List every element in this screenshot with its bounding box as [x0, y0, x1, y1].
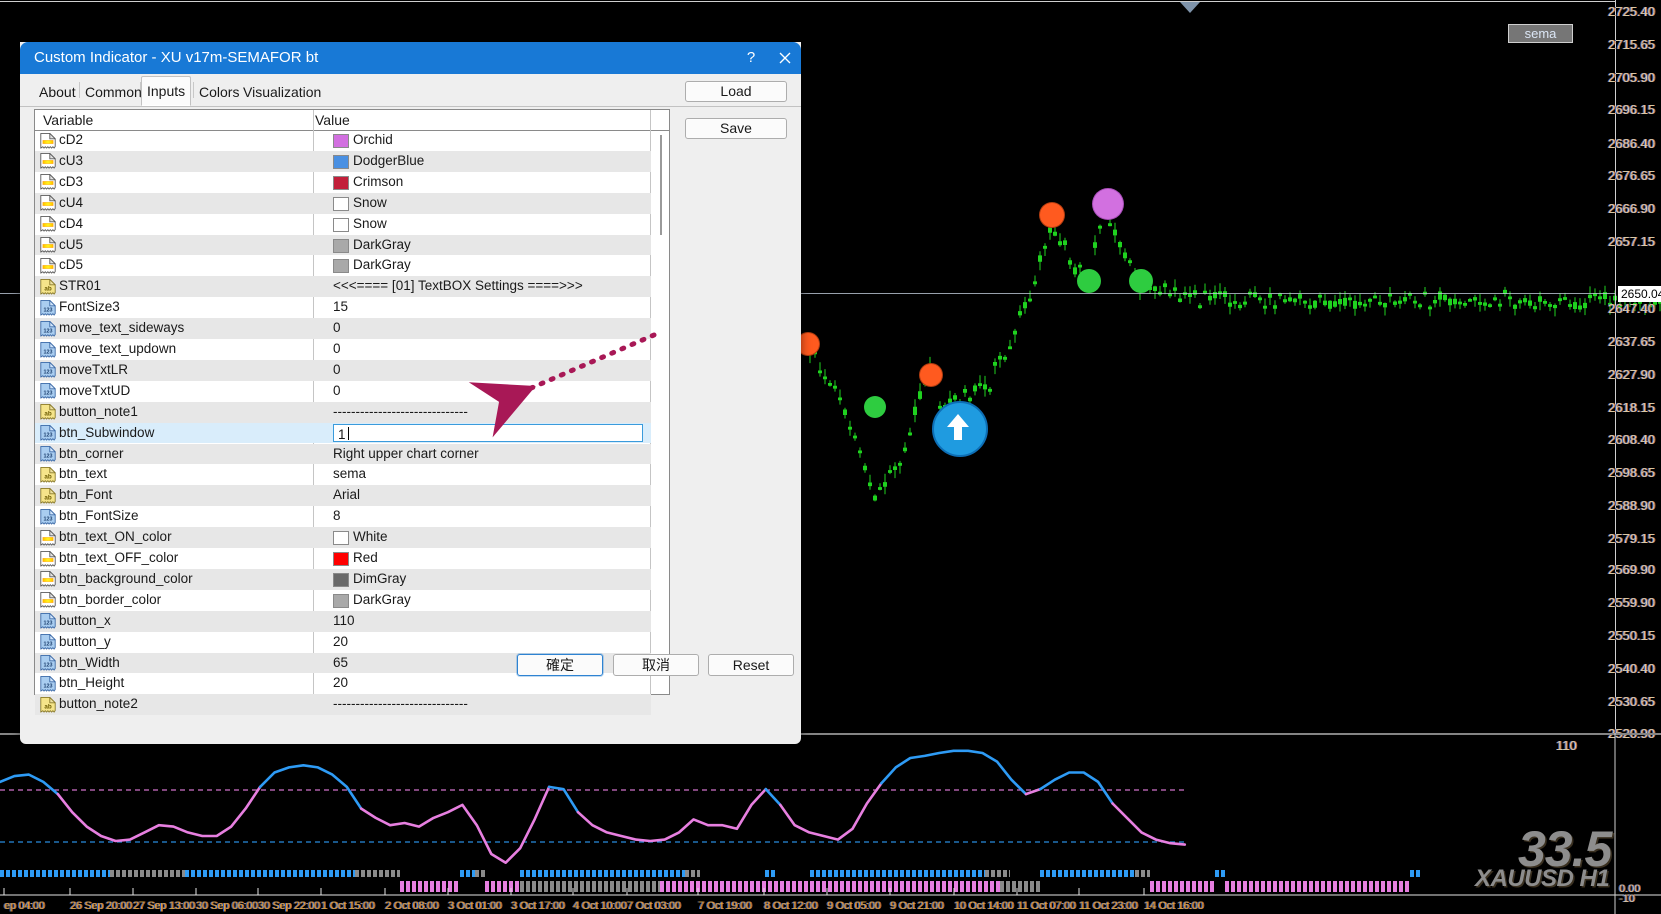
svg-text:123: 123 — [44, 642, 53, 648]
svg-text:123: 123 — [44, 516, 53, 522]
svg-text:ab: ab — [44, 474, 52, 481]
svg-text:123: 123 — [44, 370, 53, 376]
svg-text:123: 123 — [44, 454, 53, 460]
svg-text:ab: ab — [44, 703, 52, 710]
svg-text:ab: ab — [44, 494, 52, 501]
svg-text:123: 123 — [44, 684, 53, 690]
svg-text:123: 123 — [44, 391, 53, 397]
svg-text:123: 123 — [44, 433, 53, 439]
svg-text:123: 123 — [44, 349, 53, 355]
svg-text:ab: ab — [44, 285, 52, 292]
svg-text:123: 123 — [44, 307, 53, 313]
svg-text:123: 123 — [44, 663, 53, 669]
svg-text:ab: ab — [44, 411, 52, 418]
svg-text:123: 123 — [44, 328, 53, 334]
svg-text:123: 123 — [44, 621, 53, 627]
